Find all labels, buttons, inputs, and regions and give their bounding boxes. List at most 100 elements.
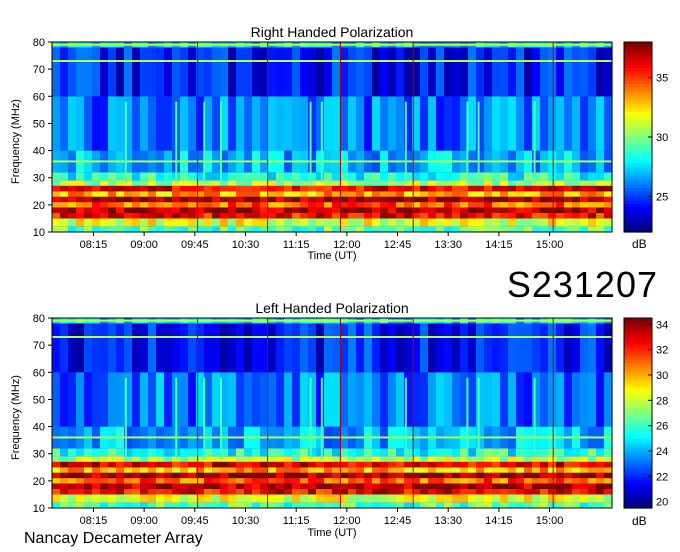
heatmap-cell: [204, 172, 213, 181]
heatmap-cell: [444, 461, 453, 468]
heatmap-cell: [156, 489, 165, 495]
heatmap-cell: [340, 207, 349, 213]
heatmap-cell: [340, 218, 349, 227]
heatmap-cell: [412, 489, 421, 495]
heatmap-cell: [84, 502, 93, 508]
heatmap-cell: [492, 472, 501, 479]
heatmap-cell: [396, 218, 405, 227]
heatmap-cell: [340, 478, 349, 484]
heatmap-cell: [492, 207, 501, 213]
heatmap-cell: [516, 47, 525, 97]
heatmap-cell: [380, 191, 389, 197]
heatmap-cell: [372, 372, 381, 427]
heatmap-cell: [596, 461, 605, 468]
heatmap-cell: [172, 191, 181, 197]
heatmap-cell: [164, 196, 173, 203]
heatmap-cell: [212, 218, 221, 227]
x-tick-label: 14:15: [485, 515, 513, 527]
heatmap-cell: [204, 323, 213, 373]
heatmap-cell: [476, 461, 485, 468]
heatmap-cell: [108, 213, 117, 219]
heatmap-cell: [68, 502, 77, 508]
heatmap-cell: [420, 202, 429, 208]
heatmap-cell: [460, 172, 469, 181]
colorbar-segment: [624, 349, 652, 354]
heatmap-cell: [420, 226, 429, 232]
heatmap-cell: [284, 323, 293, 373]
heatmap-cell: [404, 213, 413, 219]
colorbar-segment: [624, 149, 652, 154]
colorbar-segment: [624, 54, 652, 59]
heatmap-cell: [524, 483, 533, 489]
heatmap-cell: [180, 483, 189, 489]
heatmap-cell: [140, 191, 149, 197]
heatmap-cell: [468, 196, 477, 203]
colorbar-segment: [624, 124, 652, 129]
heatmap-cell: [460, 185, 469, 192]
heatmap-cell: [588, 96, 597, 151]
heatmap-cell: [452, 502, 461, 508]
heatmap-cell: [84, 467, 93, 473]
heatmap-cell: [572, 191, 581, 197]
heatmap-cell: [140, 456, 149, 462]
heatmap-cell: [396, 226, 405, 232]
heatmap-cell: [292, 96, 301, 151]
heatmap-cell: [108, 323, 117, 373]
heatmap-cell: [508, 218, 517, 227]
heatmap-cell: [436, 489, 445, 495]
heatmap-cell: [172, 483, 181, 489]
heatmap-cell: [476, 226, 485, 232]
heatmap-cell: [252, 226, 261, 232]
colorbar-segment: [624, 228, 652, 233]
heatmap-cell: [292, 191, 301, 197]
heatmap-cell: [364, 502, 373, 508]
heatmap-cell: [124, 323, 133, 373]
heatmap-cell: [132, 502, 141, 508]
heatmap-cell: [132, 483, 141, 489]
heatmap-cell: [60, 467, 69, 473]
heatmap-cell: [500, 218, 509, 227]
colorbar-segment: [624, 48, 652, 53]
heatmap-cell: [372, 494, 381, 503]
heatmap-cell: [412, 502, 421, 508]
heatmap-cell: [580, 494, 589, 503]
heatmap-cell: [292, 196, 301, 203]
heatmap-cell: [540, 218, 549, 227]
heatmap-cell: [292, 472, 301, 479]
heatmap-cell: [188, 96, 197, 151]
heatmap-cell: [596, 218, 605, 227]
heatmap-cell: [588, 213, 597, 219]
colorbar-tick-label: 20: [656, 497, 668, 509]
heatmap-cell: [444, 196, 453, 203]
heatmap-cell: [604, 185, 613, 192]
heatmap-cell: [524, 461, 533, 468]
heatmap-cell: [188, 185, 197, 192]
heatmap-cell: [164, 372, 173, 427]
heatmap-cell: [436, 213, 445, 219]
heatmap-cell: [276, 172, 285, 181]
heatmap-cell: [508, 494, 517, 503]
colorbar-segment: [624, 225, 652, 230]
heatmap-cell: [116, 96, 125, 151]
heatmap-cell: [308, 456, 317, 462]
heatmap-cell: [564, 461, 573, 468]
heatmap-cell: [580, 202, 589, 208]
heatmap-cell: [52, 483, 61, 489]
heatmap-cell: [356, 196, 365, 203]
heatmap-cell: [268, 467, 277, 473]
heatmap-cell: [420, 494, 429, 503]
heatmap-cell: [316, 502, 325, 508]
heatmap-cell: [300, 502, 309, 508]
colorbar-segment: [624, 51, 652, 56]
heatmap-cell: [220, 323, 229, 373]
colorbar-segment: [624, 337, 652, 341]
heatmap-cell: [532, 213, 541, 219]
heatmap-cell: [284, 472, 293, 479]
heatmap-cell: [276, 467, 285, 473]
heatmap-cell: [124, 185, 133, 192]
heatmap-cell: [548, 213, 557, 219]
heatmap-cell: [268, 180, 277, 186]
heatmap-cell: [364, 185, 373, 192]
heatmap-cell: [316, 213, 325, 219]
heatmap-cell: [284, 185, 293, 192]
